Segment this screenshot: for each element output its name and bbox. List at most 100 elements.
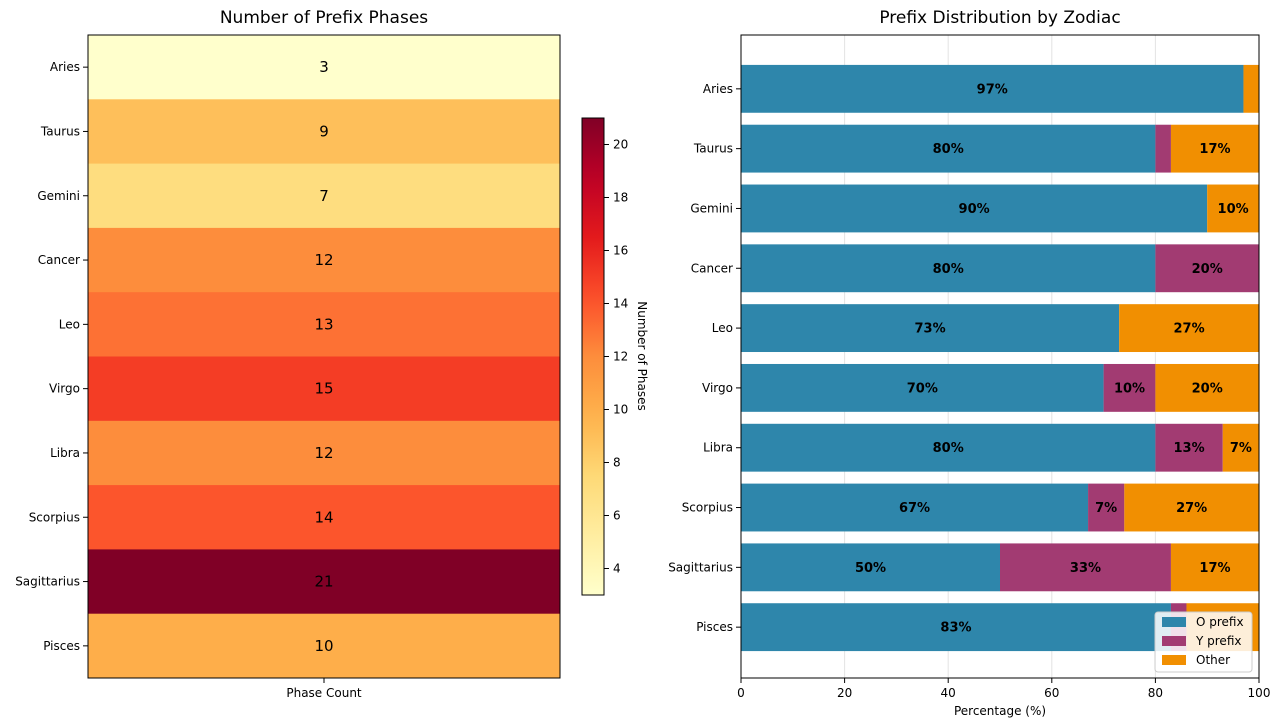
heatmap-cell-value: 21 — [314, 573, 333, 591]
bar-segment — [1119, 304, 1259, 353]
bar-segment — [1103, 363, 1156, 412]
bar-data-label: 7% — [1230, 441, 1252, 456]
heatmap-cell-value: 12 — [314, 251, 333, 269]
bar-segments — [741, 64, 1259, 652]
heatmap-title: Number of Prefix Phases — [220, 8, 428, 28]
heatmap-cell-value: 15 — [314, 380, 333, 398]
bar-data-label: 33% — [1070, 561, 1101, 576]
bar-data-label: 27% — [1176, 501, 1207, 516]
bar-y-tick-label: Sagittarius — [668, 560, 733, 574]
bar-segment — [741, 543, 1000, 592]
bar-x-tick-label: 80 — [1148, 686, 1163, 700]
heatmap-cell — [88, 163, 560, 229]
bar-data-label: 13% — [1174, 441, 1205, 456]
heatmap-cell-value: 9 — [319, 122, 329, 140]
bar-data-label: 50% — [855, 561, 886, 576]
bar-data-label: 10% — [1218, 202, 1249, 217]
bar-segment — [741, 483, 1089, 532]
bar-frame — [740, 34, 1260, 679]
heatmap-cell — [88, 613, 560, 679]
heatmap-cell-value: 12 — [314, 444, 333, 462]
legend: O prefix Y prefix Other — [1154, 611, 1253, 673]
bar-data-label: 67% — [899, 501, 930, 516]
bar-y-tick-label: Aries — [703, 82, 733, 96]
colorbar-gradient — [582, 118, 604, 595]
heatmap-y-tick-label: Libra — [50, 446, 80, 460]
bar-segment — [1155, 363, 1259, 412]
bar-segment — [741, 363, 1104, 412]
bar-data-label: 80% — [933, 142, 964, 157]
legend-label: Other — [1196, 653, 1230, 667]
heatmap-y-tick-label: Aries — [50, 60, 80, 74]
bar-data-label: 20% — [1192, 381, 1223, 396]
colorbar-tick-label: 12 — [613, 350, 628, 364]
heatmap-y-tick-label: Gemini — [37, 189, 80, 203]
heatmap-cell-value: 13 — [314, 315, 333, 333]
bar-y-tick-label: Libra — [703, 441, 733, 455]
heatmap-cell — [88, 549, 560, 615]
bar-data-label: 80% — [933, 262, 964, 277]
legend-swatch — [1162, 636, 1186, 646]
bar-x-tick-label: 100 — [1248, 686, 1271, 700]
heatmap-cell — [88, 420, 560, 486]
bar-segment — [1088, 483, 1125, 532]
bar-segment — [741, 184, 1208, 233]
bar-y-tick-label: Gemini — [690, 201, 733, 215]
colorbar-tick-label: 20 — [613, 138, 628, 152]
colorbar-tick-label: 14 — [613, 297, 628, 311]
colorbar-tick-label: 6 — [613, 509, 621, 523]
bar-data-label: 17% — [1199, 561, 1230, 576]
bar-x-tick-label: 60 — [1044, 686, 1059, 700]
heatmap-cell-value: 10 — [314, 637, 333, 655]
bar-data-label: 73% — [915, 322, 946, 337]
bar-segment — [1207, 184, 1259, 233]
bar-segment — [1155, 423, 1223, 472]
bar-y-tick-label: Virgo — [702, 381, 733, 395]
heatmap-cell — [88, 485, 560, 550]
bar-segment — [741, 603, 1171, 652]
heatmap-cell — [88, 35, 560, 100]
bar-segment — [741, 124, 1156, 173]
bar-segment — [741, 304, 1120, 353]
bar-data-label: 83% — [940, 621, 971, 636]
bar-data-label: 7% — [1095, 501, 1117, 516]
bar-segment — [1222, 423, 1259, 472]
colorbar-tick-label: 16 — [613, 244, 628, 258]
legend-label: Y prefix — [1195, 634, 1241, 648]
heatmap-cell-value: 14 — [314, 508, 333, 526]
bar-segment — [1155, 124, 1171, 173]
heatmap-y-tick-label: Scorpius — [29, 510, 80, 524]
bar-segment — [1124, 483, 1259, 532]
bar-data-label: 17% — [1199, 142, 1230, 157]
legend-label: O prefix — [1196, 615, 1244, 629]
heatmap-y-tick-label: Taurus — [40, 124, 80, 138]
colorbar-tick-label: 8 — [613, 456, 621, 470]
heatmap-y-tick-label: Leo — [59, 317, 80, 331]
legend-swatch — [1162, 617, 1186, 627]
bar-segment — [1170, 124, 1259, 173]
heatmap-y-tick-label: Virgo — [49, 382, 80, 396]
bar-data-labels: 97% 80% 17% 90% 10% 80% 20% 73% 27% 70% 10% 20% 80% 1… — [855, 82, 1252, 635]
heatmap-cell — [88, 356, 560, 422]
bar-segment — [741, 423, 1156, 472]
bar-y-ticks: Aries Taurus Gemini Cancer Leo Virgo Libra Scor… — [668, 82, 741, 634]
bar-x-tick-label: 40 — [941, 686, 956, 700]
heatmap-cell-value: 7 — [319, 187, 329, 205]
colorbar-tick-label: 4 — [613, 562, 621, 576]
bar-segment — [1155, 244, 1259, 293]
bar-y-tick-label: Leo — [712, 321, 733, 335]
colorbar-tick-label: 10 — [613, 403, 628, 417]
bar-y-tick-label: Pisces — [696, 620, 733, 634]
heatmap-y-tick-label: Sagittarius — [15, 575, 80, 589]
bar-y-tick-label: Scorpius — [682, 501, 733, 515]
heatmap-cell — [88, 227, 560, 293]
bar-data-label: 97% — [977, 82, 1008, 97]
colorbar: 4 6 8 10 12 14 16 18 20 Number of Phases — [581, 117, 649, 596]
bar-segment — [741, 64, 1244, 113]
heatmap-cell — [88, 292, 560, 357]
heatmap-cell-value: 3 — [319, 58, 329, 76]
colorbar-label: Number of Phases — [635, 301, 649, 410]
legend-swatch — [1162, 655, 1186, 665]
